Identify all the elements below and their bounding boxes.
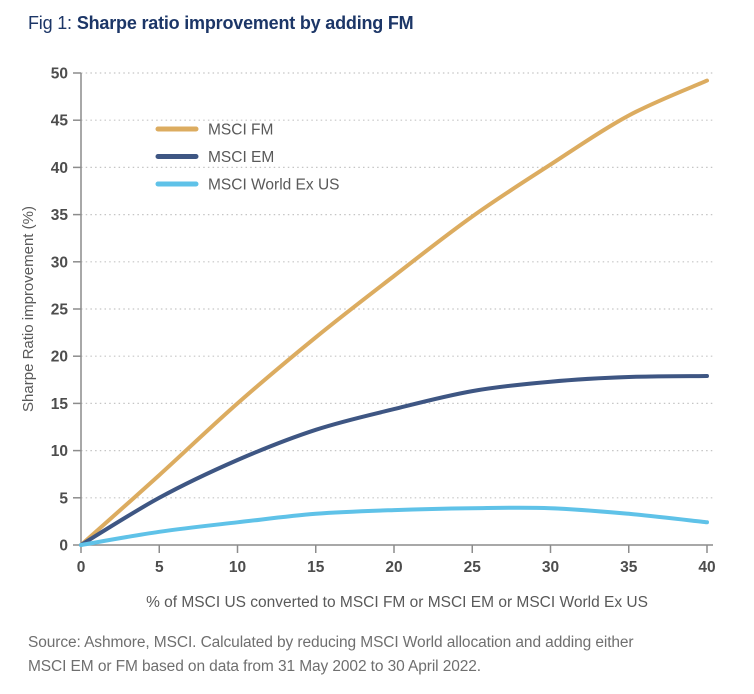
y-tick-label-45: 45 [51, 113, 69, 130]
legend-label-msci-world-ex-us: MSCI World Ex US [208, 177, 340, 194]
y-tick-label-20: 20 [51, 349, 68, 366]
legend-item-msci-world-ex-us: MSCI World Ex US [155, 177, 340, 194]
x-tick-label-10: 10 [229, 559, 246, 576]
x-tick-label-0: 0 [77, 559, 86, 576]
series-line-msci-world-ex-us [79, 505, 709, 547]
x-tick-label-35: 35 [620, 559, 638, 576]
y-tick-label-15: 15 [51, 396, 69, 413]
x-tick-label-15: 15 [307, 559, 325, 576]
series-line-msci-fm [79, 78, 709, 547]
y-tick-label-35: 35 [51, 207, 69, 224]
legend-label-msci-em: MSCI EM [208, 149, 274, 166]
x-tick-label-40: 40 [698, 559, 715, 576]
series-line-msci-em [79, 374, 709, 547]
x-tick-label-20: 20 [385, 559, 402, 576]
figure-number-label: Fig 1: [28, 13, 72, 33]
sharpe-ratio-line-chart: 0 5 10 15 20 25 30 35 40 45 50 0 5 10 15 20 25 30 35 40 Shar… [20, 66, 716, 612]
y-tick-label-5: 5 [59, 490, 68, 507]
y-tick-label-25: 25 [51, 302, 69, 319]
figure-title-text: Sharpe ratio improvement by adding FM [76, 13, 414, 33]
y-tick-label-10: 10 [51, 443, 68, 460]
page-title: Fig 1: Sharpe ratio improvement by adding… [28, 13, 414, 34]
y-axis-title: Sharpe Ratio improvement (%) [20, 206, 37, 412]
x-tick-label-5: 5 [155, 559, 164, 576]
legend-item-msci-fm: MSCI FM [155, 122, 273, 139]
y-tick-label-0: 0 [59, 538, 68, 555]
y-tick-label-40: 40 [51, 160, 68, 177]
x-tick-label-30: 30 [542, 559, 559, 576]
y-tick-label-30: 30 [51, 254, 68, 271]
x-tick-label-25: 25 [464, 559, 482, 576]
source-line-2: MSCI EM or FM based on data from 31 May … [28, 658, 482, 675]
legend-item-msci-em: MSCI EM [155, 149, 274, 166]
legend-label-msci-fm: MSCI FM [208, 122, 273, 139]
x-axis-title: % of MSCI US converted to MSCI FM or MSC… [146, 594, 648, 611]
source-line-1: Source: Ashmore, MSCI. Calculated by red… [28, 634, 634, 651]
y-tick-label-50: 50 [51, 66, 68, 83]
source-note: Source: Ashmore, MSCI. Calculated by red… [28, 631, 738, 679]
